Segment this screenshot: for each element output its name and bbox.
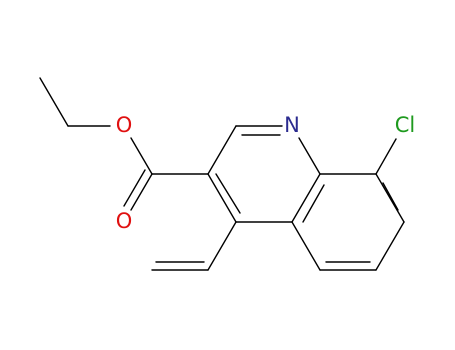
bond (207, 125, 237, 175)
bond (382, 182, 399, 211)
bond (39, 77, 69, 127)
bond (298, 137, 321, 175)
bond (375, 221, 405, 271)
bond (291, 173, 321, 223)
bond (375, 173, 405, 223)
bonds (39, 77, 405, 271)
bond (130, 137, 153, 175)
bond (375, 138, 397, 175)
atom-label: N (284, 113, 300, 137)
bond (215, 173, 241, 214)
atom-label: O (116, 209, 133, 233)
bond (130, 173, 153, 211)
bond (302, 184, 325, 223)
bond (207, 221, 237, 271)
bond (291, 221, 321, 271)
bond (207, 173, 237, 223)
atom-label: O (116, 113, 133, 137)
bond (123, 169, 146, 207)
atom-label: Cl (395, 113, 416, 137)
